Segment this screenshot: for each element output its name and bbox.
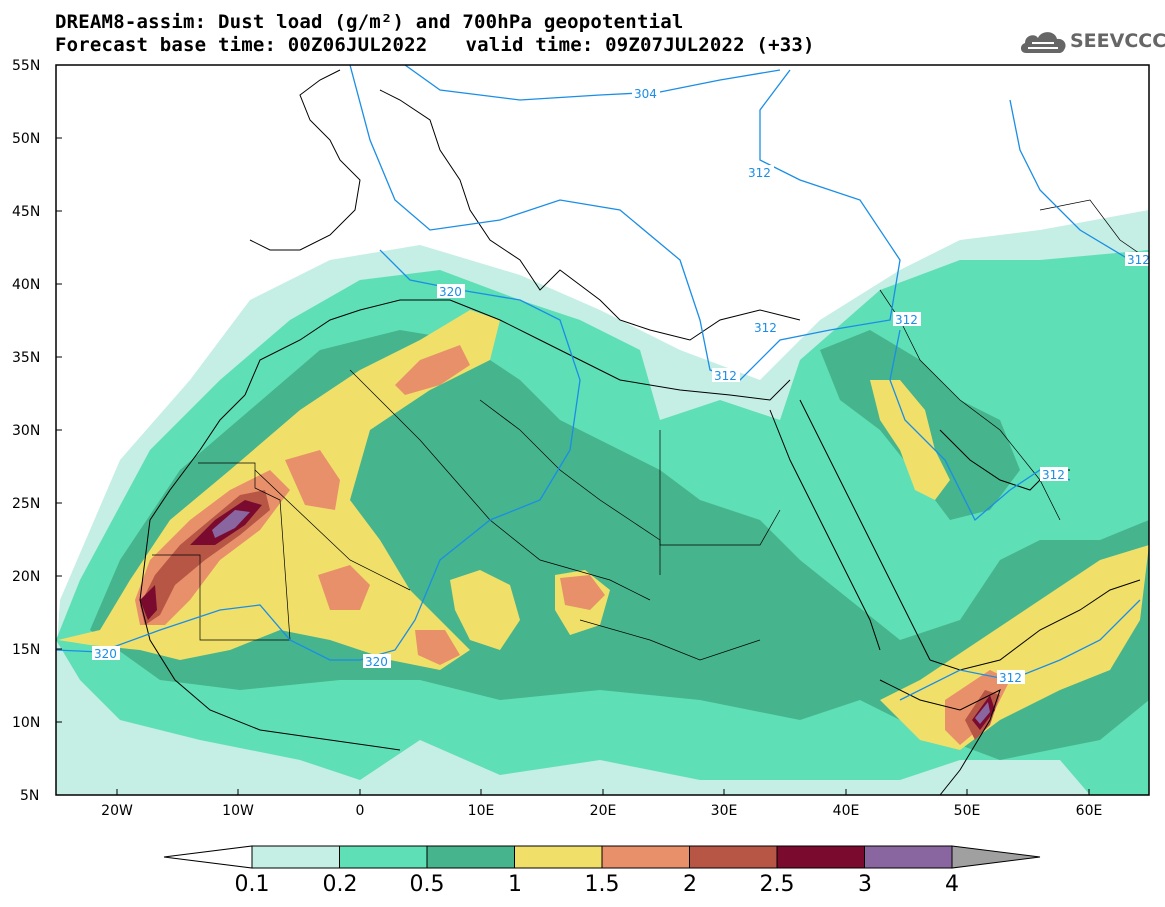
contour-label: 312 — [1127, 253, 1150, 267]
colorbar: 0.1 0.2 0.5 1 1.5 2 2.5 3 4 — [163, 845, 1041, 897]
lat-label: 20N — [12, 569, 40, 585]
colorbar-tick-label: 4 — [945, 872, 959, 897]
seevccc-logo: SEEVCCC — [1018, 26, 1165, 58]
colorbar-box — [339, 845, 428, 869]
contour-label: 312 — [895, 313, 918, 327]
lat-label: 45N — [12, 204, 40, 220]
map-subtitle: Forecast base time: 00Z06JUL2022 valid ti… — [55, 34, 815, 56]
colorbar-tick-label: 1.5 — [585, 872, 620, 897]
lat-axis: 55N 50N 45N 40N 35N 30N 25N 20N 15N 10N … — [12, 58, 62, 804]
coast-redsea — [769, 399, 931, 661]
lat-label: 30N — [12, 423, 40, 439]
colorbar-boxes — [251, 845, 953, 869]
colorbar-box — [514, 845, 603, 869]
colorbar-box — [776, 845, 865, 869]
contour-label: 312 — [999, 671, 1022, 685]
colorbar-tick-label: 2 — [683, 872, 697, 897]
cloud-icon — [1020, 32, 1066, 53]
lon-label: 20W — [101, 803, 133, 819]
lat-label: 55N — [12, 58, 40, 74]
contour-312-south — [899, 599, 1141, 701]
lon-label: 50E — [954, 803, 981, 819]
valid-time: valid time: 09Z07JUL2022 (+33) — [465, 34, 815, 56]
coast-africa-north — [244, 299, 791, 401]
lat-label: 25N — [12, 496, 40, 512]
lon-label: 60E — [1076, 803, 1103, 819]
contour-label: 312 — [754, 321, 777, 335]
colorbar-box — [251, 845, 340, 869]
colorbar-box — [864, 845, 953, 869]
contour-label: 312 — [748, 166, 771, 180]
colorbar-low-arrow — [163, 845, 253, 869]
colorbar-tick-label: 3 — [858, 872, 872, 897]
lat-label: 5N — [20, 788, 39, 804]
contour-304 — [404, 65, 781, 101]
coast-africa-west — [139, 394, 401, 751]
lat-label: 15N — [12, 642, 40, 658]
contour-label-group: 304 312 312 312 312 312 312 312 320 320 … — [92, 86, 1150, 685]
contour-312-gulf — [889, 329, 1071, 522]
colorbar-tick-label: 0.2 — [323, 872, 358, 897]
colorbar-box — [601, 845, 690, 869]
lon-label: 20E — [590, 803, 617, 819]
lon-label: 10E — [468, 803, 495, 819]
contour-label: 320 — [365, 655, 388, 669]
logo-text: SEEVCCC — [1070, 30, 1165, 52]
contour-label: 320 — [94, 647, 117, 661]
lat-label: 40N — [12, 277, 40, 293]
contour-label: 320 — [439, 285, 462, 299]
colorbar-box — [426, 845, 515, 869]
coast-somalia — [879, 679, 1001, 795]
colorbar-tick-label: 1 — [508, 872, 522, 897]
map-title: DREAM8-assim: Dust load (g/m²) and 700hP… — [55, 11, 684, 33]
colorbar-tick-label: 0.1 — [235, 872, 270, 897]
contour-label: 312 — [714, 369, 737, 383]
lat-label: 50N — [12, 131, 40, 147]
coastlines — [139, 69, 1141, 795]
dust-level-1-arabia — [870, 380, 950, 500]
base-time: Forecast base time: 00Z06JUL2022 — [55, 34, 428, 56]
lon-axis: 20W 10W 0 10E 20E 30E 40E 50E 60E — [101, 789, 1102, 819]
contour-label: 312 — [1042, 468, 1065, 482]
lon-label: 40E — [833, 803, 860, 819]
contour-label: 304 — [634, 87, 657, 101]
colorbar-box — [689, 845, 778, 869]
colorbar-tick-label: 2.5 — [760, 872, 795, 897]
colorbar-tick-label: 0.5 — [410, 872, 445, 897]
colorbar-labels: 0.1 0.2 0.5 1 1.5 2 2.5 3 4 — [235, 872, 960, 897]
lat-label: 10N — [12, 715, 40, 731]
coast-europe — [249, 69, 801, 341]
colorbar-high-arrow — [951, 845, 1041, 869]
lat-label: 35N — [12, 350, 40, 366]
lon-label: 10W — [222, 803, 254, 819]
lon-label: 30E — [711, 803, 738, 819]
lon-label: 0 — [356, 803, 365, 819]
dust-load-field — [56, 65, 1149, 795]
